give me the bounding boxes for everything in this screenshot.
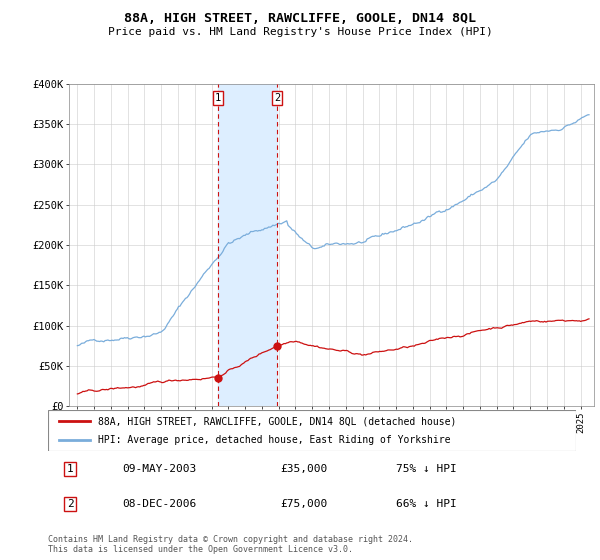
Text: Contains HM Land Registry data © Crown copyright and database right 2024.
This d: Contains HM Land Registry data © Crown c…: [48, 535, 413, 554]
Text: 1: 1: [214, 93, 221, 102]
Text: HPI: Average price, detached house, East Riding of Yorkshire: HPI: Average price, detached house, East…: [98, 435, 451, 445]
Bar: [218, 84, 277, 406]
Text: 2: 2: [67, 499, 74, 509]
Text: £35,000: £35,000: [280, 464, 328, 474]
Text: 75% ↓ HPI: 75% ↓ HPI: [397, 464, 457, 474]
Text: 2: 2: [274, 93, 280, 102]
Text: 88A, HIGH STREET, RAWCLIFFE, GOOLE, DN14 8QL (detached house): 88A, HIGH STREET, RAWCLIFFE, GOOLE, DN14…: [98, 417, 457, 426]
Text: £75,000: £75,000: [280, 499, 328, 509]
Text: 1: 1: [67, 464, 74, 474]
Text: 08-DEC-2006: 08-DEC-2006: [122, 499, 196, 509]
Text: 66% ↓ HPI: 66% ↓ HPI: [397, 499, 457, 509]
Text: 88A, HIGH STREET, RAWCLIFFE, GOOLE, DN14 8QL: 88A, HIGH STREET, RAWCLIFFE, GOOLE, DN14…: [124, 12, 476, 25]
FancyBboxPatch shape: [48, 410, 576, 451]
Text: 09-MAY-2003: 09-MAY-2003: [122, 464, 196, 474]
Text: Price paid vs. HM Land Registry's House Price Index (HPI): Price paid vs. HM Land Registry's House …: [107, 27, 493, 37]
